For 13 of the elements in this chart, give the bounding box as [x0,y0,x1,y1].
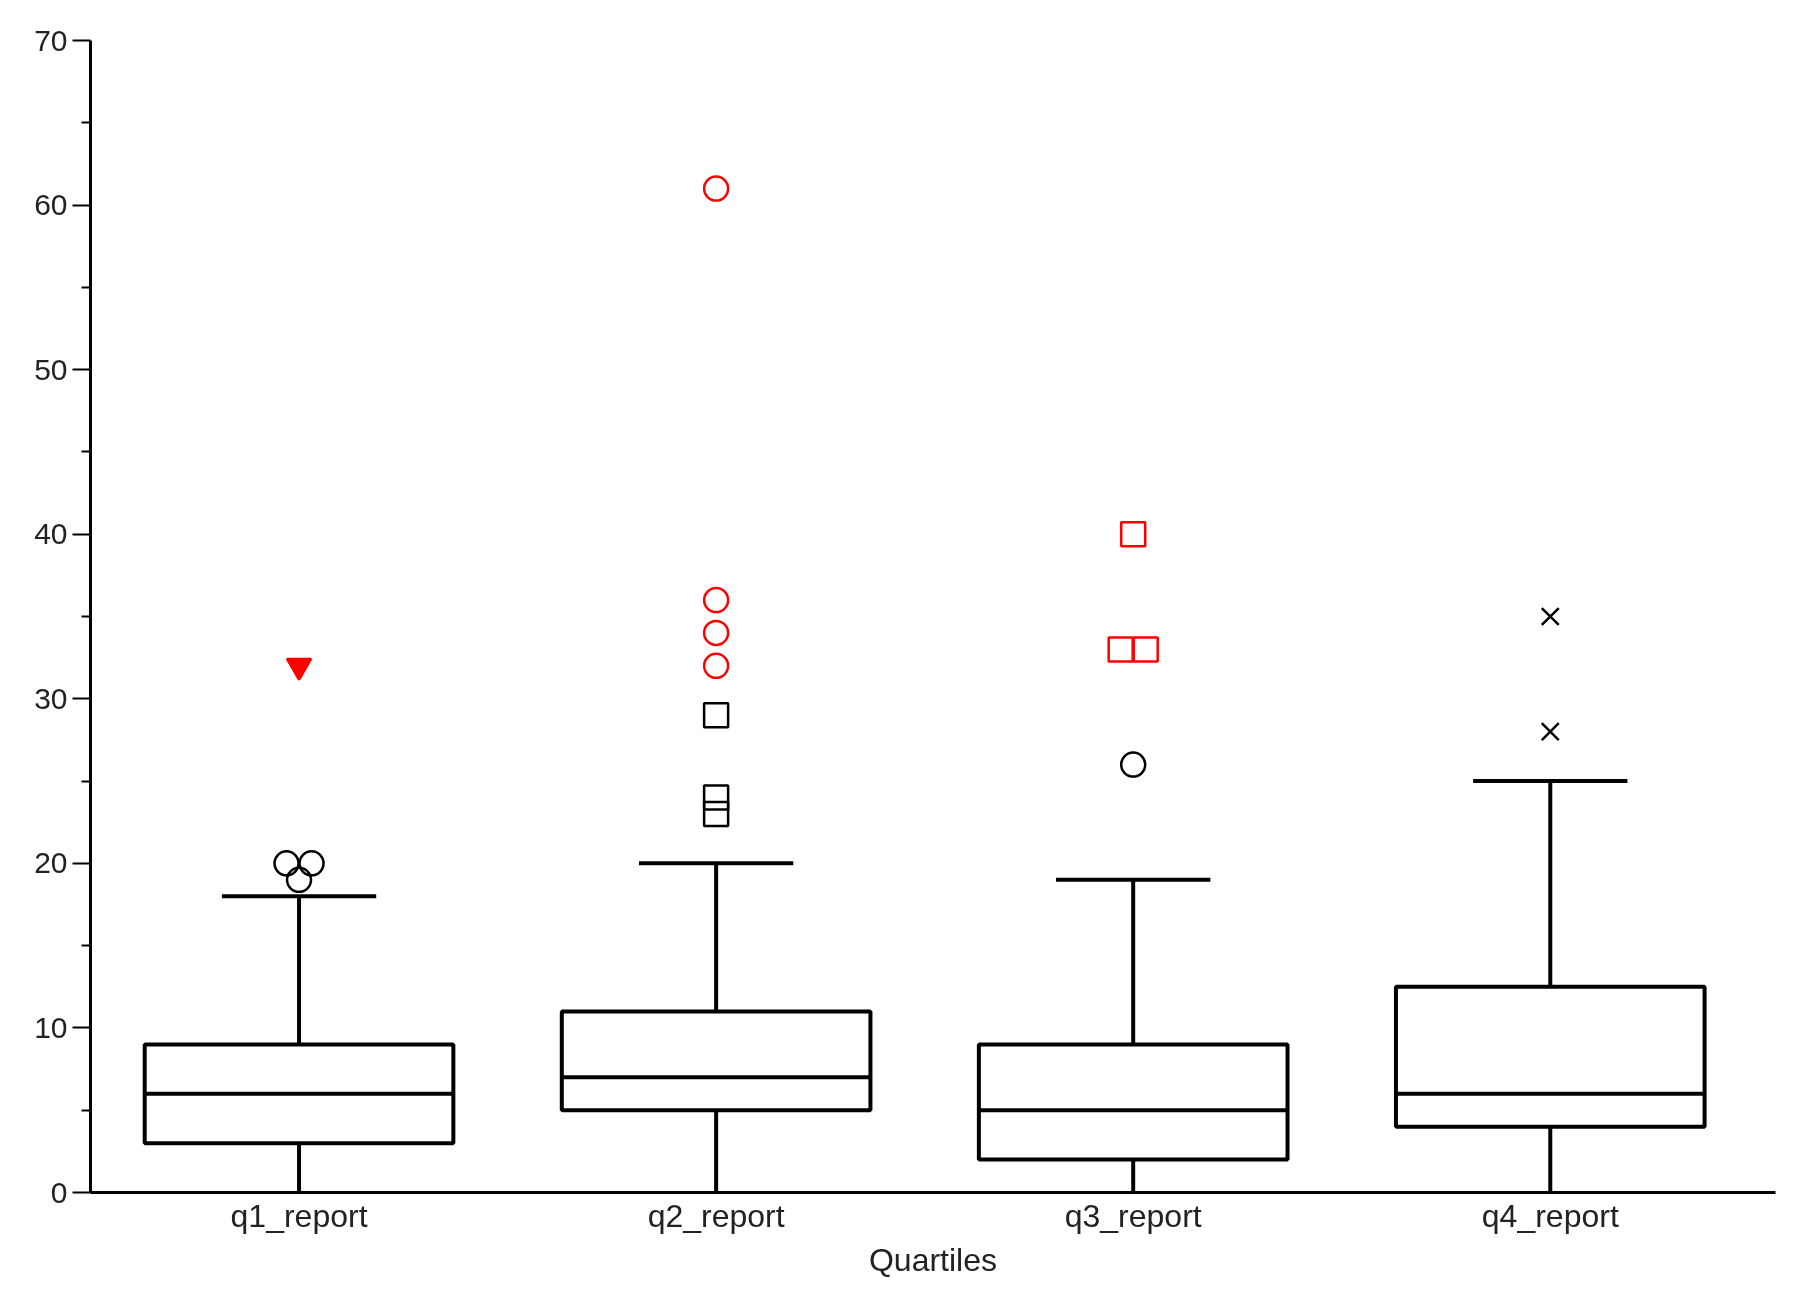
y-tick-label: 20 [34,846,68,880]
y-tick-label: 60 [34,188,68,222]
y-tick-label: 40 [34,517,68,551]
x-tick-label: q3_report [1064,1197,1202,1234]
y-tick-label: 70 [34,23,68,57]
x-axis-title: Quartiles [868,1241,998,1278]
x-tick-label: q4_report [1481,1197,1619,1234]
x-tick-label: q2_report [647,1197,785,1234]
y-tick-label: 30 [34,681,68,715]
y-tick-label: 10 [34,1010,68,1044]
x-tick-label: q1_report [230,1197,368,1234]
y-tick-label: 50 [34,352,68,386]
y-tick-label: 0 [50,1175,68,1209]
